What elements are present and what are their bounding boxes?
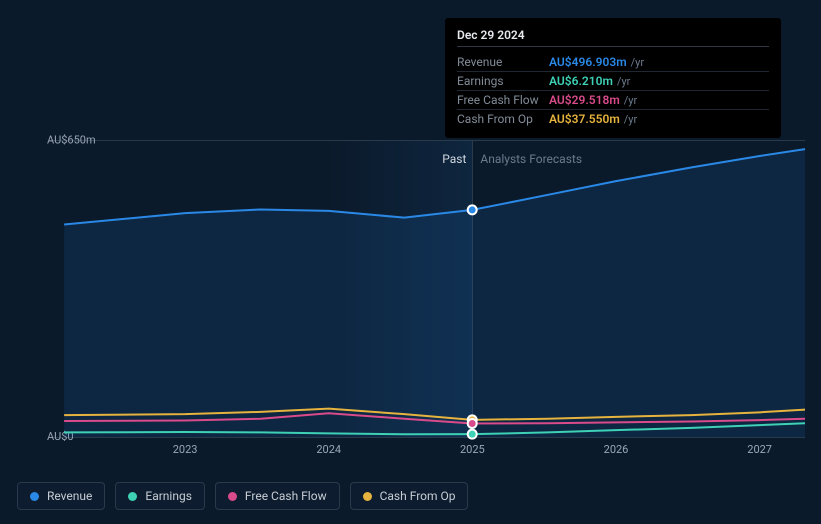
tooltip-row: RevenueAU$496.903m/yr [457,53,769,72]
tooltip-row-label: Cash From Op [457,112,549,126]
marker-dot-free_cash_flow [469,420,476,427]
tooltip-row: EarningsAU$6.210m/yr [457,72,769,91]
tooltip-row: Cash From OpAU$37.550m/yr [457,110,769,128]
legend-label: Free Cash Flow [245,489,327,503]
legend-label: Earnings [145,489,192,503]
x-axis-tick: 2025 [460,443,485,456]
legend-swatch [128,492,137,501]
x-axis-tick: 2026 [604,443,629,456]
tooltip-row-value: AU$6.210m [549,74,613,88]
legend-item-cash_from_op[interactable]: Cash From Op [350,482,469,510]
tooltip-row-unit: /yr [631,56,644,69]
tooltip-row-unit: /yr [624,94,637,107]
x-axis-tick: 2023 [173,443,198,456]
tooltip-row-unit: /yr [617,75,630,88]
tooltip-row-unit: /yr [624,113,637,126]
tooltip-row-label: Free Cash Flow [457,93,549,107]
legend-item-free_cash_flow[interactable]: Free Cash Flow [215,482,340,510]
tooltip-row-label: Revenue [457,55,549,69]
legend-label: Cash From Op [380,489,456,503]
tooltip-row: Free Cash FlowAU$29.518m/yr [457,91,769,110]
legend-swatch [363,492,372,501]
plot-area[interactable]: AU$650m AU$0 Past Analysts Forecasts 202… [49,140,805,438]
tooltip-row-value: AU$37.550m [549,112,620,126]
x-axis-tick: 2024 [316,443,341,456]
x-axis-tick: 2027 [747,443,772,456]
marker-layer [49,140,805,437]
tooltip-row-label: Earnings [457,74,549,88]
chart-container: AU$650m AU$0 Past Analysts Forecasts 202… [17,130,805,448]
tooltip-row-value: AU$29.518m [549,93,620,107]
legend-item-revenue[interactable]: Revenue [17,482,105,510]
tooltip-date: Dec 29 2024 [457,28,769,47]
legend-label: Revenue [47,489,92,503]
tooltip-row-value: AU$496.903m [549,55,627,69]
legend-swatch [228,492,237,501]
legend-item-earnings[interactable]: Earnings [115,482,205,510]
marker-dot-revenue [469,206,476,213]
legend: Revenue Earnings Free Cash Flow Cash From O… [17,482,468,510]
marker-dot-earnings [469,431,476,438]
hover-tooltip: Dec 29 2024 RevenueAU$496.903m/yrEarning… [445,18,781,138]
legend-swatch [30,492,39,501]
